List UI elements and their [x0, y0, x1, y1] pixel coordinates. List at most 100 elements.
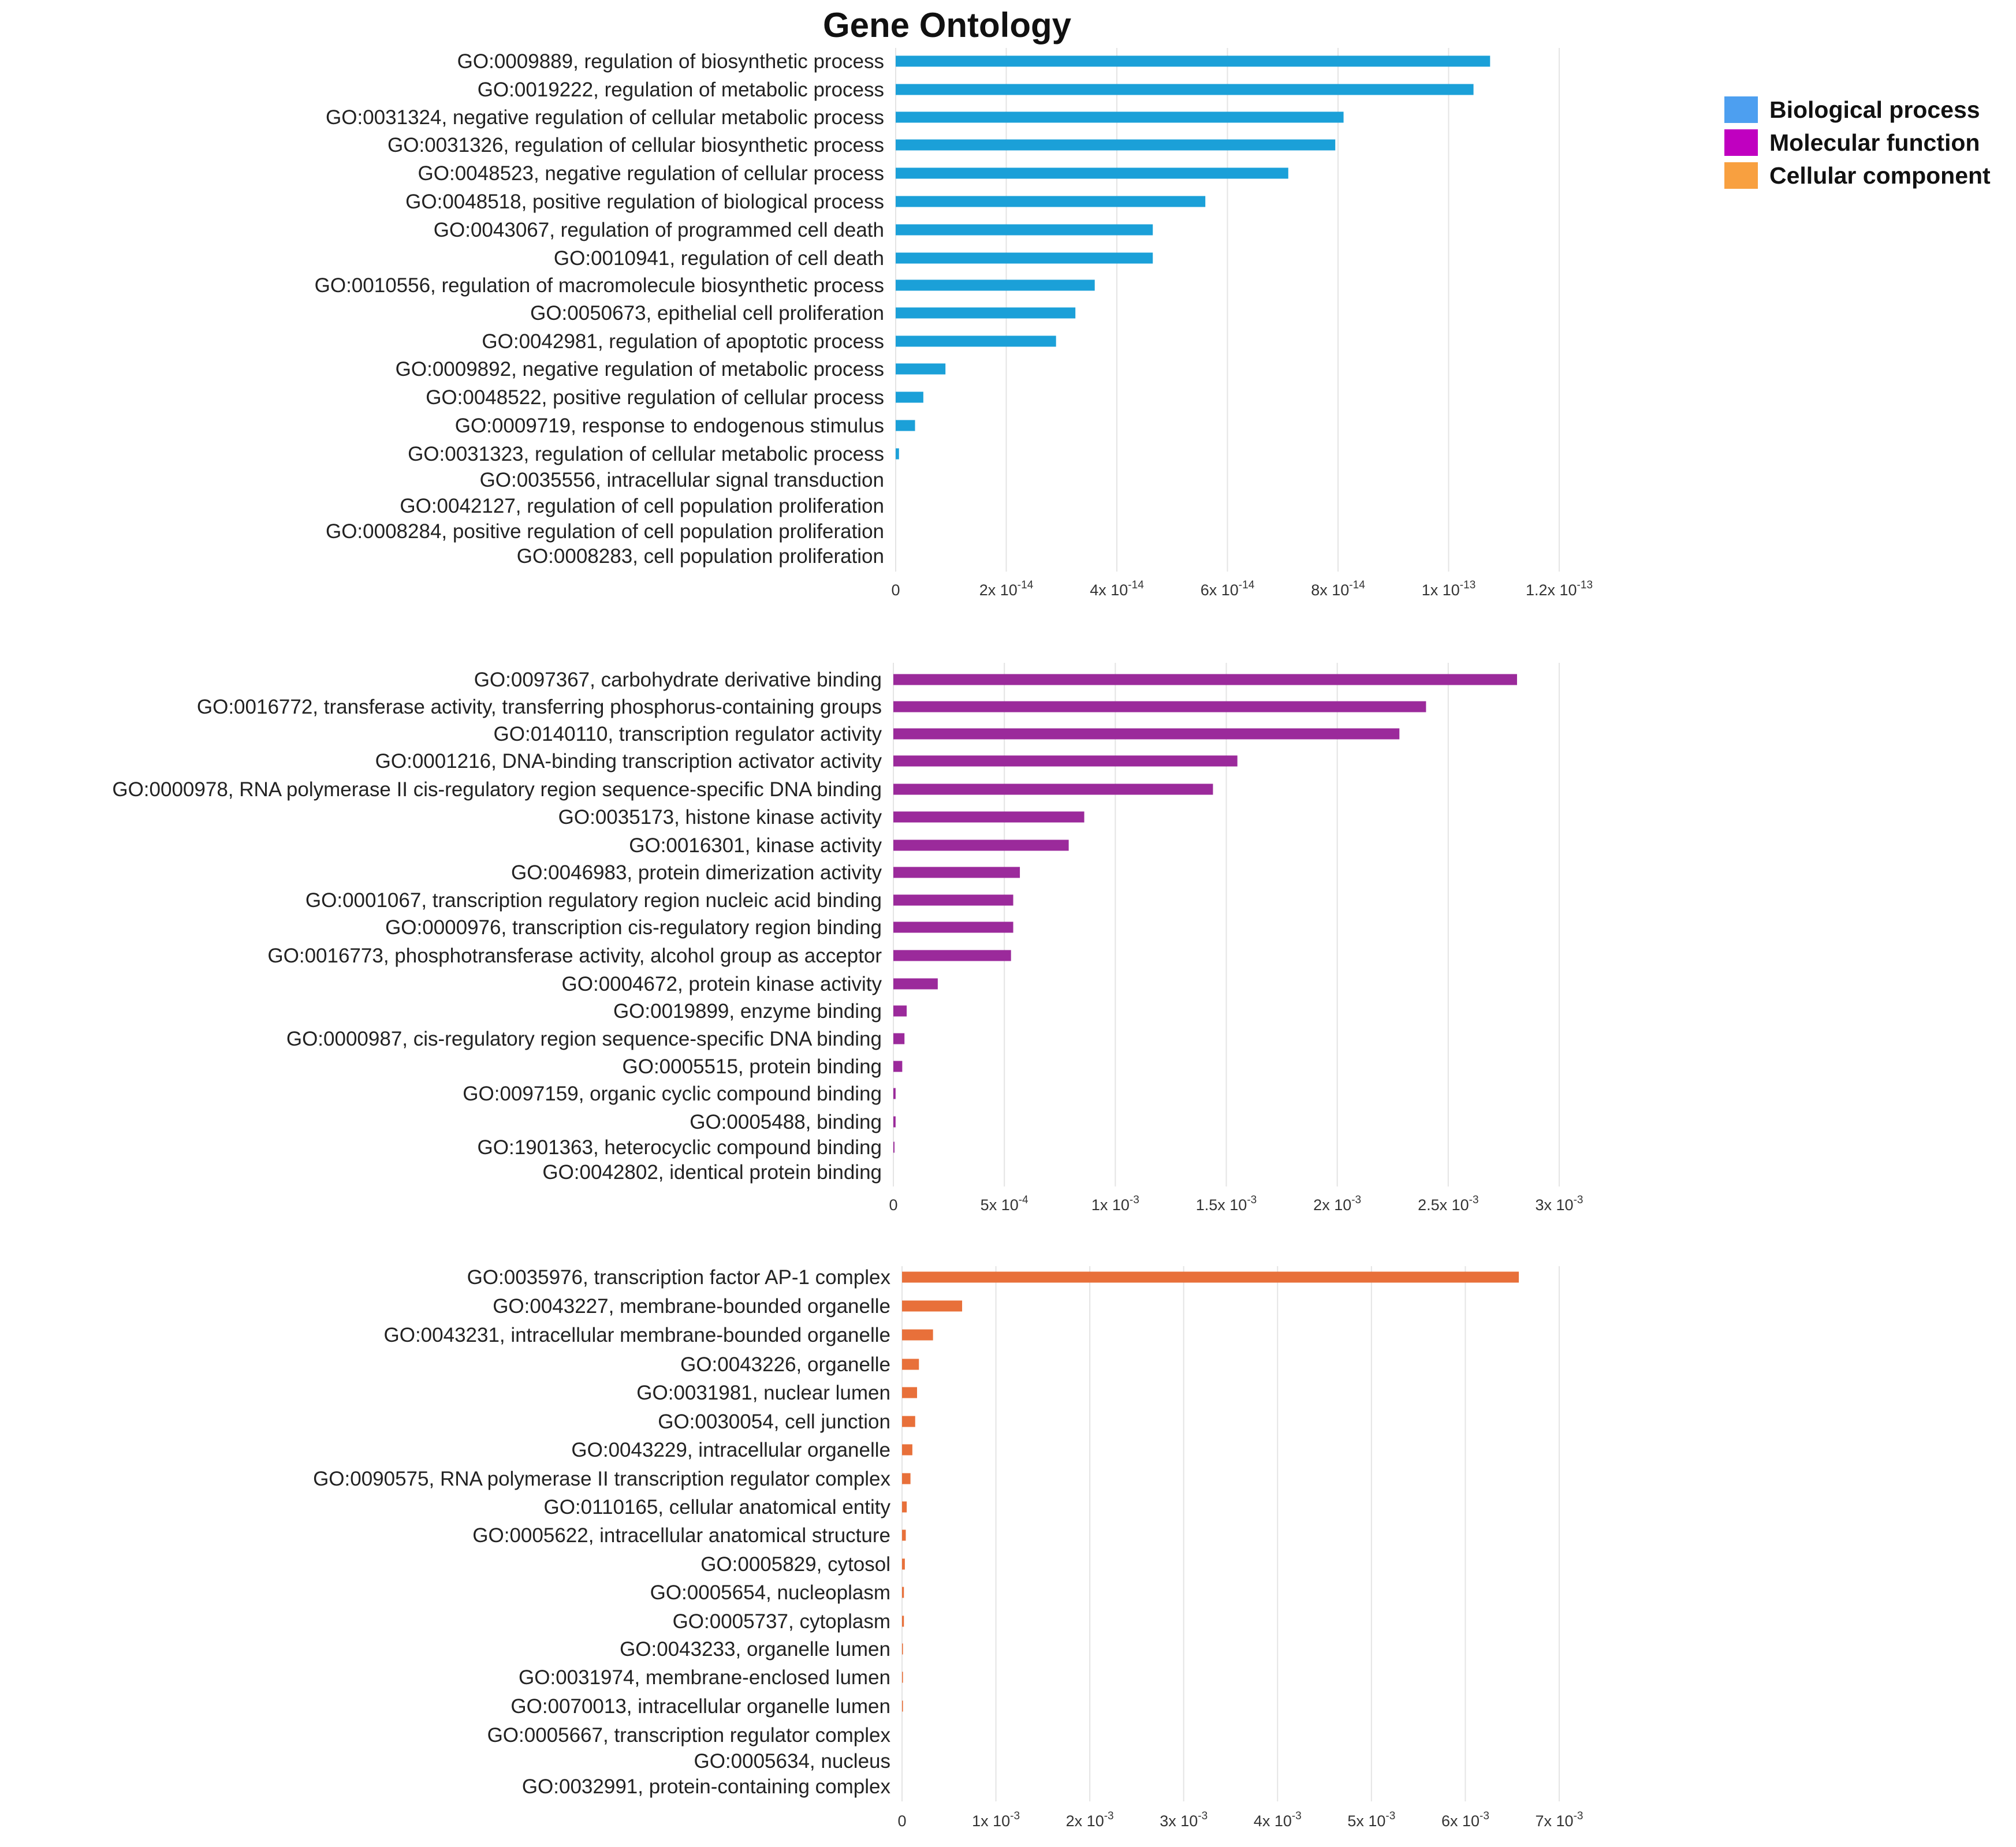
- tick-exponent: -3: [1351, 1194, 1361, 1206]
- tick-exponent: -14: [1128, 579, 1144, 591]
- category-label: GO:0016772, transferase activity, transf…: [197, 696, 882, 718]
- bar: [902, 1700, 903, 1712]
- bar: [902, 1473, 911, 1484]
- category-label: GO:0005622, intracellular anatomical str…: [472, 1524, 890, 1547]
- bar: [896, 307, 1076, 319]
- legend-swatch: [1724, 162, 1758, 189]
- bar: [902, 1671, 903, 1683]
- x-tick-label: 5x 10-4: [981, 1194, 1029, 1214]
- tick-mantissa: 2.5x 10: [1418, 1196, 1469, 1214]
- tick-mantissa: 4x 10: [1090, 581, 1128, 599]
- category-label: GO:0008284, positive regulation of cell …: [326, 520, 884, 543]
- category-label: GO:0030054, cell junction: [658, 1411, 890, 1433]
- tick-mantissa: 1.5x 10: [1196, 1196, 1247, 1214]
- bar: [893, 783, 1213, 795]
- category-label: GO:0010556, regulation of macromolecule …: [315, 274, 884, 297]
- category-label: GO:0005488, binding: [690, 1111, 882, 1133]
- x-tick-label: 0: [889, 1196, 897, 1214]
- bar: [902, 1271, 1519, 1283]
- category-label: GO:0070013, intracellular organelle lume…: [510, 1695, 890, 1718]
- category-label: GO:0031323, regulation of cellular metab…: [408, 443, 884, 465]
- x-tick-label: 2x 10-3: [1066, 1810, 1114, 1830]
- bar: [902, 1643, 903, 1655]
- x-tick-label: 7x 10-3: [1536, 1810, 1583, 1830]
- category-label: GO:0005515, protein binding: [623, 1055, 882, 1078]
- legend-item: Molecular function: [1724, 129, 1980, 156]
- bar: [902, 1300, 963, 1312]
- tick-exponent: -3: [1574, 1810, 1583, 1822]
- x-tick-label: 8x 10-14: [1311, 579, 1365, 599]
- bar: [902, 1558, 905, 1570]
- x-tick-label: 3x 10-3: [1160, 1810, 1208, 1830]
- bar: [896, 167, 1288, 179]
- category-label: GO:0031981, nuclear lumen: [636, 1382, 890, 1404]
- bar: [896, 196, 1206, 207]
- bar: [893, 811, 1085, 823]
- category-label: GO:0031324, negative regulation of cellu…: [326, 106, 884, 129]
- category-label: GO:0016773, phosphotransferase activity,…: [267, 945, 882, 967]
- category-label: GO:0005829, cytosol: [700, 1553, 890, 1576]
- category-label: GO:0035556, intracellular signal transdu…: [480, 469, 884, 491]
- bar: [893, 755, 1238, 767]
- bar: [896, 84, 1474, 95]
- category-label: GO:0032991, protein-containing complex: [522, 1775, 891, 1798]
- tick-exponent: -13: [1577, 579, 1593, 591]
- category-label: GO:0048522, positive regulation of cellu…: [426, 386, 884, 409]
- x-tick-label: 4x 10-14: [1090, 579, 1144, 599]
- x-tick-label: 6x 10-3: [1441, 1810, 1489, 1830]
- category-label: GO:0043231, intracellular membrane-bound…: [384, 1324, 891, 1346]
- category-label: GO:0031326, regulation of cellular biosy…: [387, 134, 884, 156]
- category-label: GO:0090575, RNA polymerase II transcript…: [313, 1468, 890, 1490]
- x-tick-label: 2.5x 10-3: [1418, 1194, 1478, 1214]
- bar: [902, 1615, 904, 1627]
- tick-mantissa: 3x 10: [1160, 1812, 1198, 1830]
- bar: [896, 279, 1095, 291]
- x-tick-label: 6x 10-14: [1201, 579, 1255, 599]
- category-label: GO:0042981, regulation of apoptotic proc…: [482, 330, 884, 353]
- legend-label: Molecular function: [1769, 129, 1980, 156]
- category-label: GO:0016301, kinase activity: [629, 834, 882, 857]
- x-tick-label: 5x 10-3: [1347, 1810, 1395, 1830]
- molecular-function-panel: 0 5x 10-4 1x 10-3 1.5x 10-3 2x 10-3 2.5x 10-3…: [112, 663, 1583, 1214]
- bar: [896, 448, 899, 460]
- tick-mantissa: 0: [889, 1196, 897, 1214]
- x-tick-label: 3x 10-3: [1536, 1194, 1583, 1214]
- bar: [893, 950, 1011, 961]
- category-label: GO:0048523, negative regulation of cellu…: [418, 162, 884, 185]
- category-label: GO:0043067, regulation of programmed cel…: [434, 219, 884, 241]
- tick-mantissa: 0: [891, 581, 900, 599]
- x-tick-label: 2x 10-14: [979, 579, 1034, 599]
- category-label: GO:0097367, carbohydrate derivative bind…: [474, 669, 882, 691]
- tick-mantissa: 0: [897, 1812, 906, 1830]
- category-label: GO:1901363, heterocyclic compound bindin…: [478, 1136, 882, 1159]
- tick-exponent: -3: [1292, 1810, 1302, 1822]
- legend-swatch: [1724, 96, 1758, 123]
- tick-exponent: -14: [1018, 579, 1034, 591]
- bar: [896, 139, 1336, 151]
- category-label: GO:0050673, epithelial cell proliferatio…: [530, 302, 884, 324]
- category-label: GO:0019222, regulation of metabolic proc…: [478, 79, 884, 101]
- category-label: GO:0005654, nucleoplasm: [650, 1581, 890, 1604]
- biological-process-panel: 0 2x 10-14 4x 10-14 6x 10-14 8x 10-14 1x 10-1…: [315, 48, 1593, 599]
- bar: [893, 1141, 895, 1153]
- tick-mantissa: 2x 10: [979, 581, 1018, 599]
- category-label: GO:0009892, negative regulation of metab…: [396, 358, 884, 380]
- category-label: GO:0008283, cell population proliferatio…: [517, 545, 884, 568]
- category-label: GO:0000976, transcription cis-regulatory…: [385, 916, 882, 939]
- tick-exponent: -13: [1460, 579, 1475, 591]
- bar: [893, 701, 1426, 712]
- tick-mantissa: 5x 10: [1347, 1812, 1385, 1830]
- category-label: GO:0042127, regulation of cell populatio…: [400, 495, 884, 517]
- category-label: GO:0042802, identical protein binding: [542, 1161, 882, 1184]
- x-tick-label: 4x 10-3: [1254, 1810, 1302, 1830]
- x-tick-label: 0: [891, 581, 900, 599]
- category-label: GO:0043233, organelle lumen: [620, 1638, 890, 1661]
- bar: [896, 252, 1153, 264]
- tick-exponent: -3: [1247, 1194, 1257, 1206]
- bar: [902, 1444, 912, 1456]
- category-label: GO:0009719, response to endogenous stimu…: [455, 415, 884, 437]
- tick-mantissa: 1x 10: [1091, 1196, 1130, 1214]
- bar: [896, 224, 1153, 236]
- bar: [902, 1359, 919, 1370]
- legend-item: Biological process: [1724, 96, 1980, 123]
